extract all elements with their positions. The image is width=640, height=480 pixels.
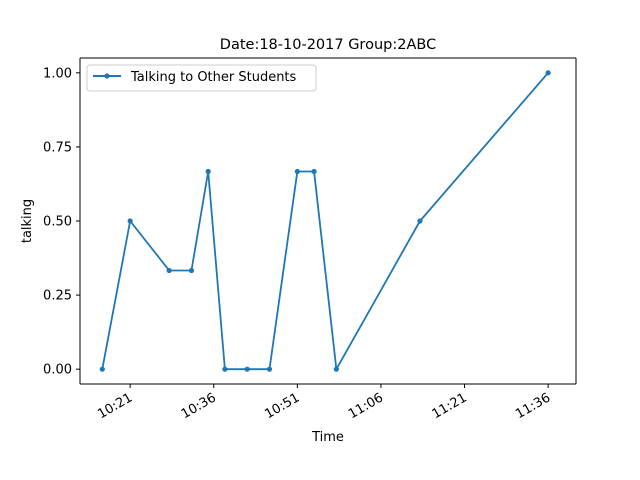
y-tick-label: 0.25	[43, 289, 72, 304]
chart-title: Date:18-10-2017 Group:2ABC	[220, 37, 436, 53]
data-point	[294, 168, 300, 175]
data-point	[311, 168, 317, 175]
data-point	[188, 267, 195, 274]
data-point	[205, 168, 211, 175]
data-point	[244, 366, 250, 372]
plot-area	[99, 70, 551, 372]
data-point	[266, 366, 273, 372]
data-point	[166, 267, 172, 274]
data-point	[99, 366, 105, 372]
legend-label: Talking to Other Students	[130, 70, 297, 85]
x-axis-label: Time	[311, 430, 344, 445]
legend: Talking to Other Students	[86, 64, 317, 92]
data-point	[545, 70, 551, 76]
y-axis-label: talking	[20, 199, 35, 243]
y-tick-label: 0.75	[43, 140, 72, 155]
legend-box	[86, 64, 317, 92]
data-point	[333, 366, 339, 372]
y-tick-label: 0.00	[43, 363, 72, 378]
data-point	[417, 218, 423, 224]
y-tick-label: 1.00	[43, 66, 72, 81]
legend-marker	[104, 73, 110, 79]
y-tick-label: 0.50	[43, 215, 72, 230]
data-point	[222, 366, 228, 372]
data-point	[127, 218, 133, 224]
